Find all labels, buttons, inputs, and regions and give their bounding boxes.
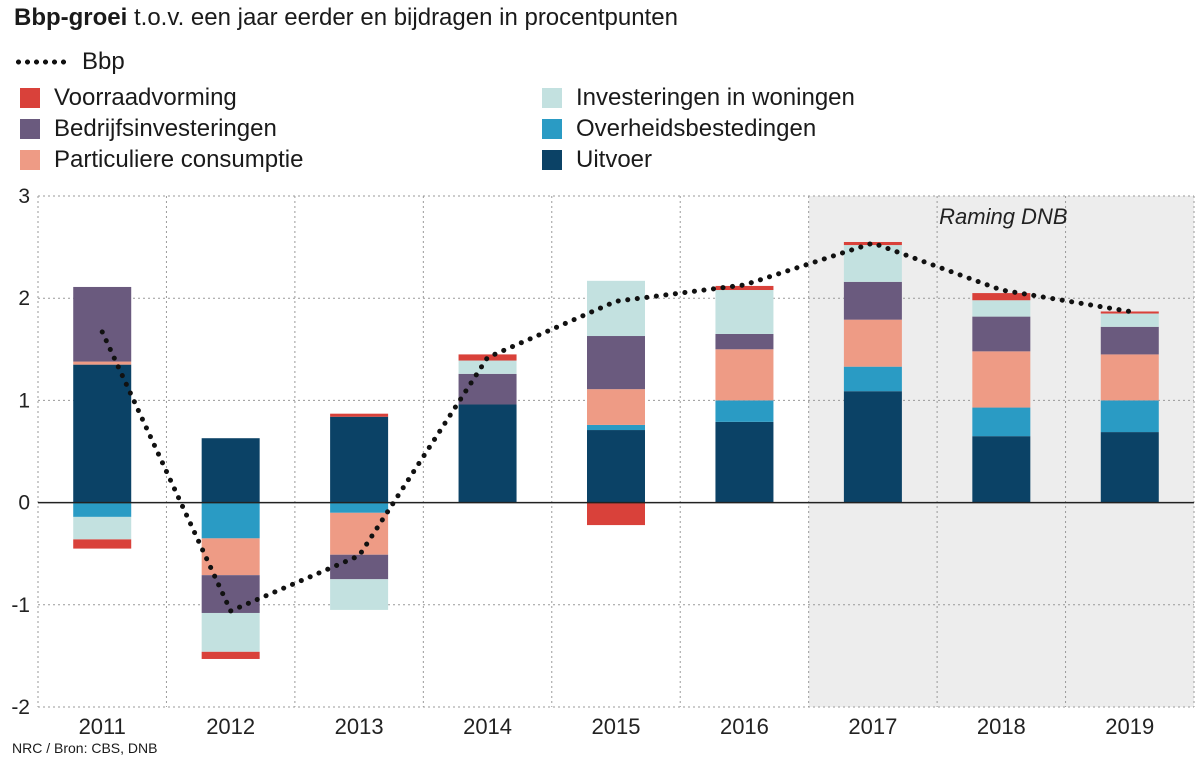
legend-swatch-bedrijf — [20, 119, 40, 139]
y-tick-label: 3 — [18, 185, 30, 208]
legend-item-bedrijf: Bedrijfsinvesteringen — [20, 115, 277, 143]
bar-segment-woningen — [1100, 313, 1159, 327]
bar-segment-uitvoer — [972, 436, 1031, 503]
legend-item-voorraad: Voorraadvorming — [20, 84, 237, 112]
legend-swatch-consumptie — [20, 150, 40, 170]
legend-label-overheid: Overheidsbestedingen — [576, 115, 817, 142]
legend-item-bbp: Bbp — [14, 48, 125, 76]
bar-segment-voorraad — [201, 651, 260, 659]
bar-segment-overheid — [843, 366, 902, 392]
legend-label-consumptie: Particuliere consumptie — [54, 146, 304, 173]
bar-segment-overheid — [715, 400, 774, 422]
legend-swatch-voorraad — [20, 88, 40, 108]
bar-segment-woningen — [715, 290, 774, 334]
bar-segment-bedrijf — [201, 575, 260, 613]
x-tick-label: 2011 — [79, 714, 126, 739]
bar-segment-consumptie — [1100, 354, 1159, 401]
x-tick-label: 2013 — [335, 714, 384, 739]
legend-swatch-overheid — [542, 119, 562, 139]
bar-segment-bedrijf — [715, 333, 774, 350]
bar-segment-voorraad — [972, 293, 1031, 301]
y-tick-label: 2 — [18, 287, 30, 310]
legend-swatch-woningen — [542, 88, 562, 108]
bar-segment-overheid — [1100, 400, 1159, 433]
bar-segment-woningen — [972, 300, 1031, 317]
x-tick-label: 2019 — [1105, 714, 1154, 739]
bar-segment-bedrijf — [73, 286, 132, 362]
y-tick-label: -2 — [11, 696, 30, 719]
bar-segment-bedrijf — [458, 373, 517, 405]
bar-segment-uitvoer — [587, 430, 645, 503]
bar-segment-voorraad — [843, 241, 902, 246]
y-tick-label: 0 — [18, 492, 30, 515]
x-tick-label: 2015 — [592, 714, 641, 739]
legend-item-consumptie: Particuliere consumptie — [20, 146, 303, 174]
bar-segment-uitvoer — [73, 364, 132, 503]
x-tick-label: 2017 — [848, 714, 897, 739]
bar-segment-woningen — [201, 612, 260, 652]
legend-label-bbp: Bbp — [82, 48, 125, 75]
bar-segment-overheid — [972, 407, 1031, 437]
legend-item-woningen: Investeringen in woningen — [542, 84, 855, 112]
legend-item-overheid: Overheidsbestedingen — [542, 115, 816, 143]
legend-label-woningen: Investeringen in woningen — [576, 84, 855, 111]
bar-segment-uitvoer — [843, 391, 902, 503]
bar-segment-woningen — [458, 360, 517, 374]
bar-segment-uitvoer — [715, 421, 774, 503]
bar-segment-consumptie — [330, 512, 389, 555]
bar-segment-consumptie — [587, 389, 645, 425]
chart-title: Bbp-groei t.o.v. een jaar eerder en bijd… — [14, 4, 678, 32]
legend-swatch-uitvoer — [542, 150, 562, 170]
bar-segment-bedrijf — [330, 554, 389, 580]
source-note: NRC / Bron: CBS, DNB — [12, 740, 158, 756]
bar-segment-bedrijf — [843, 281, 902, 320]
y-tick-label: 1 — [18, 389, 30, 412]
bar-segment-bedrijf — [972, 316, 1031, 352]
bar-segment-uitvoer — [1100, 432, 1159, 503]
legend-label-uitvoer: Uitvoer — [576, 146, 653, 173]
legend-label-bedrijf: Bedrijfsinvesteringen — [54, 115, 277, 142]
bar-segment-consumptie — [843, 319, 902, 367]
forecast-label: Raming DNB — [939, 204, 1067, 229]
legend-dotted-line-icon — [14, 59, 68, 65]
bar-segment-overheid — [73, 502, 132, 517]
bar-segment-voorraad — [715, 285, 774, 291]
bar-segment-overheid — [587, 424, 645, 431]
bar-segment-uitvoer — [201, 438, 260, 503]
bar-segment-uitvoer — [330, 416, 389, 503]
bar-segment-woningen — [587, 280, 645, 337]
bar-segment-uitvoer — [458, 404, 517, 503]
bar-segment-overheid — [201, 502, 260, 539]
bar-segment-woningen — [330, 579, 389, 610]
chart-title-bold: Bbp-groei — [14, 4, 128, 31]
bar-segment-consumptie — [715, 349, 774, 401]
bar-segment-woningen — [73, 516, 132, 540]
bar-segment-voorraad — [330, 413, 389, 417]
bar-segment-consumptie — [972, 351, 1031, 408]
bar-segment-consumptie — [73, 361, 132, 365]
legend-label-voorraad: Voorraadvorming — [54, 84, 237, 111]
x-tick-label: 2018 — [977, 714, 1026, 739]
bar-segment-overheid — [330, 502, 389, 513]
x-tick-label: 2016 — [720, 714, 769, 739]
y-tick-label: -1 — [11, 594, 30, 617]
x-tick-label: 2014 — [463, 714, 512, 739]
chart-title-rest: t.o.v. een jaar eerder en bijdragen in p… — [127, 4, 678, 31]
bar-segment-voorraad — [587, 502, 645, 526]
x-tick-label: 2012 — [206, 714, 255, 739]
bar-segment-voorraad — [73, 539, 132, 549]
bar-segment-bedrijf — [587, 336, 645, 390]
legend-item-uitvoer: Uitvoer — [542, 146, 652, 174]
bar-segment-bedrijf — [1100, 326, 1159, 355]
